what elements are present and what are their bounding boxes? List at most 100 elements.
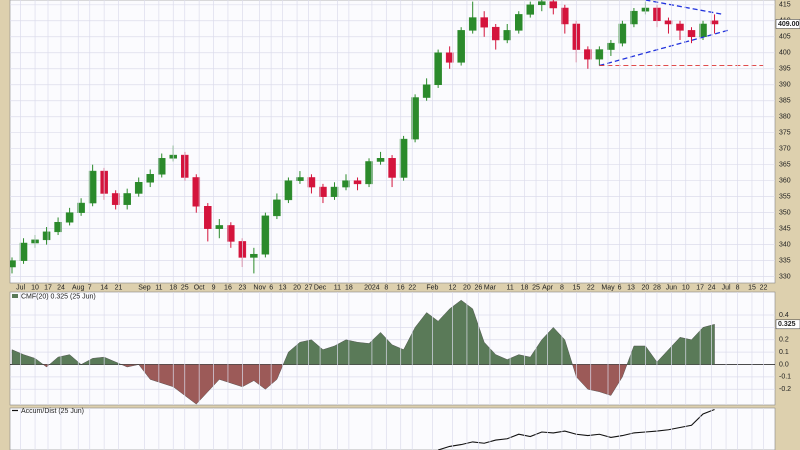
x-tick-label: 13 <box>279 284 287 291</box>
candle-body <box>65 212 74 223</box>
x-tick-label: 18 <box>169 284 177 291</box>
candle-body <box>411 97 419 140</box>
y-tick-label: 405 <box>779 34 791 41</box>
candle-body <box>10 260 16 268</box>
candle-body <box>595 49 604 60</box>
x-tick-label: 20 <box>463 284 471 291</box>
y-tick-label: 380 <box>779 114 791 121</box>
x-tick-label: 11 <box>155 284 162 291</box>
y-tick-label: 385 <box>779 98 791 105</box>
x-tick-label: Jul <box>722 284 731 291</box>
candle-body <box>561 7 569 25</box>
candle-body <box>192 177 201 207</box>
trendline <box>645 0 724 16</box>
x-tick-label: 6 <box>618 284 622 291</box>
candle-body <box>630 10 638 25</box>
y-tick-label: 0.1 <box>779 349 789 356</box>
y-tick-label: 0.4 <box>779 312 789 319</box>
x-tick-label: Jun <box>666 284 677 291</box>
candle-body <box>503 30 511 41</box>
y-tick-label: 415 <box>779 2 791 9</box>
candle-body <box>111 193 120 205</box>
y-tick-label: 340 <box>779 241 791 248</box>
x-tick-label: 11 <box>334 284 341 291</box>
x-tick-label: 10 <box>682 284 690 291</box>
y-tick-label: 330 <box>779 273 791 280</box>
x-tick-label: 21 <box>115 284 123 291</box>
x-tick-label: 8 <box>560 284 564 291</box>
x-tick-label: 25 <box>532 284 540 291</box>
candle-body <box>607 42 615 50</box>
x-tick-label: 20 <box>642 284 650 291</box>
candle-body <box>215 225 224 229</box>
y-tick-label: 390 <box>779 82 791 89</box>
candle-body <box>676 23 684 31</box>
candle-body <box>584 49 592 60</box>
cmf-plot <box>10 299 775 405</box>
x-tick-label: 11 <box>506 284 513 291</box>
x-tick-label: 22 <box>587 284 595 291</box>
x-tick-label: 26 <box>475 284 483 291</box>
y-tick-label: 355 <box>779 194 791 201</box>
x-tick-label: 17 <box>696 284 704 291</box>
x-tick-label: 24 <box>708 284 716 291</box>
candle-body <box>227 225 235 242</box>
candle-body <box>296 177 304 181</box>
cmf-area <box>11 299 715 405</box>
x-tick-label: 15 <box>748 284 756 291</box>
x-tick-label: Nov <box>253 284 266 291</box>
x-tick-label: 18 <box>521 284 529 291</box>
candle-body <box>123 193 131 205</box>
candle-body <box>388 158 396 178</box>
candle-body <box>434 52 442 85</box>
cmf-last-badge <box>775 319 800 330</box>
x-tick-label: 8 <box>384 284 388 291</box>
candle-body <box>146 174 154 183</box>
last-price-label: 409.00 <box>778 21 800 28</box>
candle-body <box>618 23 627 44</box>
y-tick-label: 360 <box>779 178 791 185</box>
candle-body <box>480 17 488 28</box>
candle-body <box>261 215 270 255</box>
x-tick-label: Dec <box>314 284 327 291</box>
ad-title: Accum/Dist (25 Jun) <box>21 408 84 415</box>
cmf-last-label: 0.325 <box>778 321 796 328</box>
price-plot <box>10 0 775 277</box>
candle-body <box>77 202 85 213</box>
candle-body <box>319 186 327 197</box>
x-tick-label: 18 <box>345 284 353 291</box>
y-tick-label: -0.1 <box>779 374 791 381</box>
x-tick-label: 14 <box>100 284 108 291</box>
x-tick-label: Aug <box>72 284 85 291</box>
x-tick-label: 24 <box>57 284 65 291</box>
x-tick-label: Mar <box>484 284 497 291</box>
y-tick-label: 400 <box>779 50 791 57</box>
cmf-legend-swatch <box>12 294 18 298</box>
candle-body <box>710 20 719 25</box>
candle-body <box>699 23 707 38</box>
candle-body <box>376 158 385 162</box>
candle-body <box>399 138 408 178</box>
candle-body <box>445 52 454 63</box>
x-tick-label: 13 <box>627 284 635 291</box>
y-tick-label: 350 <box>779 209 791 216</box>
y-tick-label: 0.2 <box>779 337 789 344</box>
candle-body <box>457 30 465 63</box>
x-tick-label: 2024 <box>364 284 380 291</box>
candle-body <box>538 1 546 6</box>
x-tick-label: 20 <box>293 284 301 291</box>
axes: Jul 10 17 24 Aug 7 14 21 Sep 11 18 25 Oct 9 16 23 Nov 6 13… <box>16 0 800 450</box>
x-tick-label: Sep <box>138 284 151 291</box>
y-tick-label: -0.2 <box>779 386 791 393</box>
y-tick-label: 365 <box>779 162 791 169</box>
x-tick-label: May <box>601 284 615 291</box>
y-tick-label: 395 <box>779 66 791 73</box>
candle-body <box>664 20 673 25</box>
x-tick-label: 12 <box>449 284 457 291</box>
x-tick-label: 15 <box>572 284 580 291</box>
candle-body <box>468 17 477 31</box>
candle-body <box>515 14 523 31</box>
candle-body <box>273 199 281 217</box>
candle-body <box>365 161 373 185</box>
cmf-title: CMF(20) 0.325 (25 Jun) <box>21 293 96 300</box>
